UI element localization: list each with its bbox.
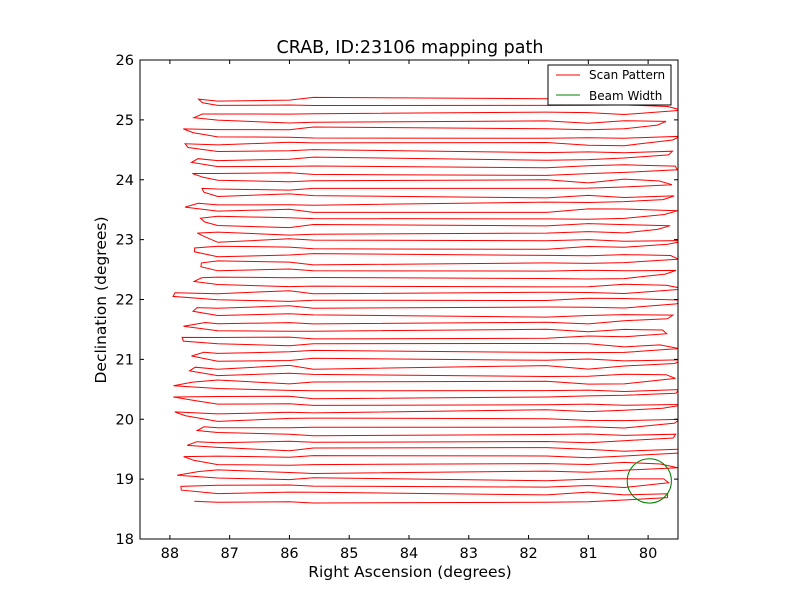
beam-width-circle: [626, 458, 672, 504]
chart-title: CRAB, ID:23106 mapping path: [277, 38, 544, 58]
x-tick-label: 88: [161, 546, 179, 562]
x-tick-label: 84: [400, 546, 418, 562]
y-tick-label: 24: [116, 173, 134, 189]
y-tick-label: 22: [116, 293, 134, 309]
y-tick-label: 25: [116, 113, 134, 129]
x-tick-label: 83: [460, 546, 478, 562]
x-tick-label: 80: [639, 546, 657, 562]
x-tick-label: 81: [579, 546, 597, 562]
y-tick-label: 19: [116, 472, 134, 488]
y-axis: 18 19 20 21 22 23 24 25 26: [116, 53, 678, 548]
y-tick-label: 20: [116, 412, 134, 428]
legend-box: [547, 64, 672, 106]
plot-area: [139, 59, 679, 540]
x-axis: 88 87 86 85 84 83 82 81 80: [161, 60, 657, 562]
x-tick-label: 87: [220, 546, 238, 562]
x-tick-label: 86: [280, 546, 298, 562]
beam-width: [626, 458, 672, 504]
scan-pattern: [172, 94, 678, 504]
y-tick-label: 21: [116, 352, 134, 368]
y-tick-label: 23: [116, 233, 134, 249]
y-tick-label: 18: [116, 532, 134, 548]
legend-label-scan-pattern: Scan Pattern: [589, 68, 665, 82]
legend-label-beam-width: Beam Width: [589, 89, 662, 103]
x-axis-label: Right Ascension (degrees): [308, 563, 511, 581]
scan-pattern-line: [172, 94, 678, 504]
x-tick-label: 82: [519, 546, 537, 562]
x-tick-label: 85: [340, 546, 358, 562]
y-tick-label: 26: [116, 53, 134, 69]
legend: Scan Pattern Beam Width: [547, 64, 672, 106]
y-axis-label: Declination (degrees): [92, 216, 110, 383]
